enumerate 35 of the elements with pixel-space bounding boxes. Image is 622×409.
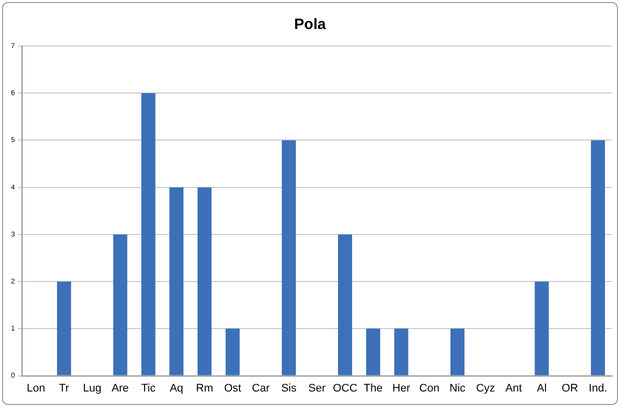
x-tick-label: The	[364, 382, 383, 394]
x-tick-label: Ser	[308, 382, 326, 394]
bar	[141, 93, 156, 376]
x-tick-label: Her	[392, 382, 410, 394]
x-tick-label: Ost	[224, 382, 242, 394]
x-tick-label: Con	[419, 382, 440, 394]
x-tick-label: Lon	[26, 382, 46, 394]
x-tick-label: Tic	[141, 382, 156, 394]
bar	[57, 282, 72, 376]
x-tick-label: Tr	[59, 382, 70, 394]
x-tick-label: Are	[112, 382, 129, 394]
x-tick-label: Rm	[196, 382, 214, 394]
bar	[198, 187, 212, 376]
x-tick-label: OCC	[332, 382, 358, 394]
x-tick-label: Ant	[505, 382, 522, 394]
chart-title: Pola	[294, 16, 326, 34]
bar	[282, 140, 296, 376]
x-tick-label: Al	[536, 382, 547, 394]
x-tick-label: Aq	[170, 382, 184, 394]
x-tick-label: Sis	[281, 382, 297, 394]
bar	[394, 328, 408, 376]
x-tick-label: Cyz	[476, 382, 496, 394]
bar	[113, 234, 128, 376]
x-tick-label: OR	[562, 382, 578, 394]
bar	[366, 328, 380, 376]
bar	[338, 234, 352, 376]
x-tick-label: Lug	[82, 382, 102, 394]
bar	[450, 328, 464, 376]
bar	[226, 328, 240, 376]
bar	[590, 140, 605, 376]
bar	[534, 282, 549, 376]
x-tick-label: Car	[252, 382, 270, 394]
x-tick-label: Nic	[450, 382, 466, 394]
bar	[169, 187, 184, 376]
x-tick-label: Ind.	[588, 382, 608, 394]
